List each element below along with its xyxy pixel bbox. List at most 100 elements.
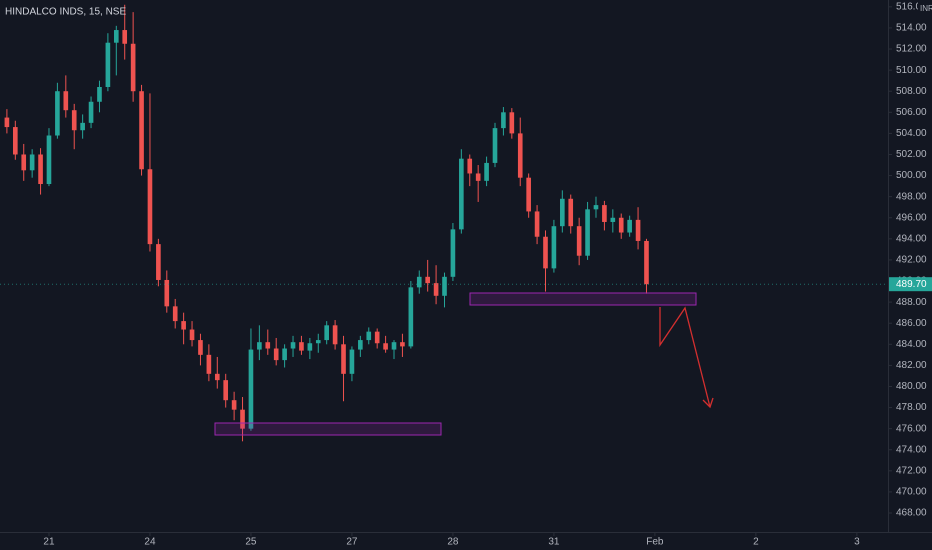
candle-body — [450, 229, 456, 277]
candle-body — [560, 198, 565, 227]
candle-body — [534, 211, 540, 237]
candle-body — [214, 373, 220, 381]
candle-body — [299, 342, 304, 351]
candle-body — [501, 112, 506, 129]
y-tick-label: 476.00 — [896, 423, 927, 434]
support-zone — [469, 292, 697, 306]
candle-body — [88, 101, 94, 123]
candle-body — [21, 154, 27, 171]
candle-body — [46, 135, 52, 185]
candle-body — [568, 198, 574, 227]
candle-body — [71, 110, 77, 131]
projection-arrow — [659, 306, 711, 408]
candle-body — [400, 342, 405, 347]
candle-body — [181, 321, 186, 330]
candle-body — [55, 91, 60, 136]
candle-body — [551, 226, 557, 269]
candle-body — [517, 133, 523, 178]
candle-body — [63, 91, 69, 111]
candle-body — [408, 287, 414, 347]
y-tick-label: 516.00 — [896, 1, 927, 12]
y-tick-label: 498.00 — [896, 191, 927, 202]
y-tick-label: 492.00 — [896, 255, 927, 266]
candle-body — [139, 91, 144, 170]
candle-body — [543, 236, 548, 269]
y-tick-label: 514.00 — [896, 23, 927, 34]
y-tick-label: 512.00 — [896, 44, 927, 55]
y-tick-label: 494.00 — [896, 233, 927, 244]
x-tick-label: 25 — [245, 537, 257, 548]
candle-body — [265, 342, 271, 349]
x-tick-label: 21 — [43, 537, 55, 548]
candle-body — [113, 30, 119, 43]
candle-body — [282, 348, 287, 361]
candle-body — [358, 340, 363, 350]
y-tick-label: 510.00 — [896, 65, 927, 76]
y-tick-label: 484.00 — [896, 339, 927, 350]
candle-body — [484, 162, 489, 181]
candle-body — [332, 325, 338, 345]
candle-body — [492, 128, 498, 163]
candle-body — [433, 283, 439, 296]
candle-body — [585, 209, 590, 256]
x-tick-label: Feb — [646, 537, 664, 548]
candle-body — [627, 219, 632, 233]
last-price-box — [889, 277, 932, 292]
candle-body — [105, 42, 111, 87]
x-tick-label: 2 — [753, 537, 759, 548]
candle-body — [509, 112, 515, 134]
candle-body — [97, 86, 102, 102]
candle-body — [290, 342, 296, 349]
candle-body — [231, 400, 237, 410]
candle-body — [4, 117, 10, 128]
candle-body — [273, 348, 279, 361]
candle-body — [391, 342, 397, 350]
candle-body — [189, 329, 195, 341]
candle-body — [602, 205, 607, 222]
x-tick-label: 27 — [346, 537, 358, 548]
x-tick-label: 3 — [854, 537, 860, 548]
candle-body — [172, 306, 178, 322]
candle-body — [223, 380, 229, 401]
candle-body — [459, 158, 464, 230]
candle-body — [122, 30, 128, 44]
y-tick-label: 478.00 — [896, 402, 927, 413]
x-tick-label: 24 — [144, 537, 156, 548]
candle-body — [198, 340, 203, 355]
support-zone — [214, 422, 442, 436]
y-tick-label: 500.00 — [896, 170, 927, 181]
candle-body — [526, 177, 531, 212]
y-tick-label: 488.00 — [896, 297, 927, 308]
y-tick-label: 508.00 — [896, 86, 927, 97]
y-tick-label: 502.00 — [896, 149, 927, 160]
candle-body — [147, 169, 153, 245]
candle-body — [618, 217, 624, 233]
y-tick-label: 468.00 — [896, 508, 927, 519]
candle-body — [644, 240, 649, 285]
candle-body — [442, 276, 447, 296]
candle-body — [610, 217, 616, 222]
y-tick-label: 472.00 — [896, 465, 927, 476]
candle-body — [374, 331, 380, 344]
candle-body — [383, 343, 388, 350]
y-tick-label: 470.00 — [896, 487, 927, 498]
candle-body — [366, 331, 372, 341]
arrow-head — [702, 397, 714, 409]
candle-body — [130, 43, 136, 92]
y-tick-label: 482.00 — [896, 360, 927, 371]
candle-body — [307, 343, 313, 351]
candle-body — [315, 340, 321, 344]
candle-body — [257, 342, 262, 350]
candle-body — [416, 276, 422, 288]
last-price-label: 489.70 — [896, 279, 927, 290]
candle-body — [206, 354, 212, 374]
candle-body — [324, 325, 330, 341]
candle-body — [635, 219, 641, 241]
candle-body — [80, 122, 85, 131]
candle-body — [475, 173, 481, 181]
candle-body — [13, 127, 18, 155]
y-tick-label: 506.00 — [896, 107, 927, 118]
candle-body — [164, 279, 170, 307]
